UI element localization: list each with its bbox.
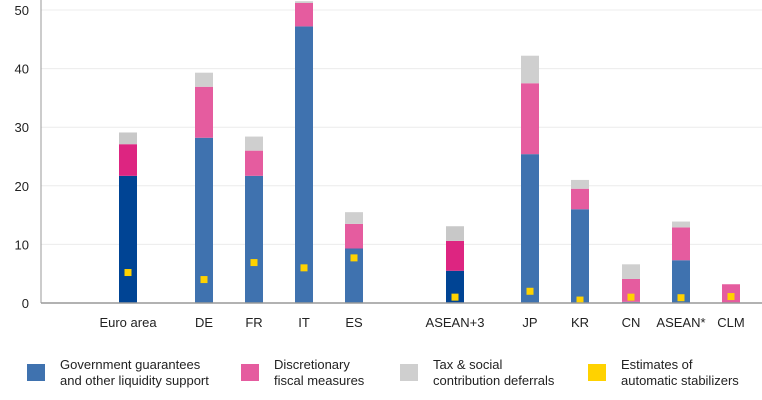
stabilizer-marker	[200, 276, 208, 284]
bar-segment-deferrals	[295, 1, 313, 3]
x-tick-label: Euro area	[99, 315, 157, 330]
bar-segment-guarantees	[195, 137, 213, 303]
y-tick-label: 30	[15, 120, 29, 135]
y-tick-label: 50	[15, 3, 29, 18]
bar-segment-deferrals	[521, 55, 539, 84]
x-tick-label: ASEAN*	[656, 315, 705, 330]
bar-segment-deferrals	[195, 72, 213, 87]
bar-segment-deferrals	[446, 226, 464, 241]
bar-segment-guarantees	[119, 175, 137, 303]
y-axis-ticks: 0 10 20 30 40 50	[15, 3, 29, 311]
bar-segment-guarantees	[345, 248, 363, 303]
bar-segment-discretionary	[571, 188, 589, 210]
legend-swatch-discretionary	[241, 364, 259, 381]
x-tick-label: FR	[245, 315, 262, 330]
legend-item-deferrals: Tax & social contribution deferrals	[400, 357, 554, 389]
legend-label-discretionary: Discretionary fiscal measures	[274, 357, 365, 388]
x-tick-label: ASEAN+3	[426, 315, 485, 330]
legend-item-stabilizers: Estimates of automatic stabilizers	[588, 357, 739, 389]
x-axis-ticks: Euro area DE FR IT ES ASEAN+3 JP KR CN ASEAN* CLM	[99, 315, 744, 330]
legend-label-deferrals: Tax & social contribution deferrals	[433, 357, 555, 388]
stabilizer-marker	[526, 287, 534, 295]
x-tick-label: DE	[195, 315, 213, 330]
stabilizer-marker	[576, 296, 584, 304]
stabilizer-marker	[250, 259, 258, 267]
y-tick-label: 40	[15, 62, 29, 77]
bar-segment-discretionary	[345, 223, 363, 249]
y-tick-label: 0	[22, 296, 29, 311]
y-tick-label: 20	[15, 179, 29, 194]
bar-segment-deferrals	[345, 212, 363, 224]
bar-segment-deferrals	[622, 264, 640, 279]
bar-segment-discretionary	[672, 227, 690, 261]
bar-segment-guarantees	[672, 260, 690, 303]
bars	[119, 1, 740, 304]
gridlines	[41, 9, 762, 245]
legend-label-stabilizers: Estimates of automatic stabilizers	[621, 357, 739, 388]
bar-segment-discretionary	[119, 144, 137, 176]
bar-segment-discretionary	[295, 2, 313, 27]
bar-segment-discretionary	[245, 150, 263, 176]
stabilizer-marker	[677, 294, 685, 302]
legend-item-discretionary: Discretionary fiscal measures	[241, 357, 364, 389]
legend-swatch-guarantees	[27, 364, 45, 381]
x-tick-label: CN	[622, 315, 641, 330]
bar-segment-guarantees	[571, 209, 589, 303]
stacked-bar-chart: 0 10 20 30 40 50 Euro area DE FR IT ES ASEAN+3 JP KR…	[15, 0, 762, 330]
legend-item-guarantees: Government guarantees and other liquidit…	[27, 357, 209, 389]
bar-segment-guarantees	[446, 270, 464, 303]
x-tick-label: CLM	[717, 315, 744, 330]
bar-segment-deferrals	[571, 179, 589, 189]
bar-segment-guarantees	[295, 26, 313, 304]
stabilizer-marker	[350, 254, 358, 262]
bar-segment-guarantees	[245, 175, 263, 303]
bar-segment-discretionary	[446, 240, 464, 271]
stabilizer-marker	[300, 264, 308, 272]
y-tick-label: 10	[15, 237, 29, 252]
bar-segment-discretionary	[195, 86, 213, 138]
x-tick-label: JP	[522, 315, 537, 330]
bar-segment-discretionary	[521, 83, 539, 155]
bar-segment-deferrals	[672, 221, 690, 228]
x-tick-label: ES	[345, 315, 363, 330]
bar-segment-deferrals	[245, 136, 263, 151]
legend-swatch-deferrals	[400, 364, 418, 381]
x-tick-label: KR	[571, 315, 589, 330]
stabilizer-markers	[124, 254, 735, 304]
bar-segment-deferrals	[119, 132, 137, 145]
stabilizer-marker	[124, 269, 132, 277]
legend-swatch-stabilizers	[588, 364, 606, 381]
stabilizer-marker	[451, 293, 459, 301]
legend: Government guarantees and other liquidit…	[0, 357, 762, 397]
legend-label-guarantees: Government guarantees and other liquidit…	[60, 357, 209, 388]
stabilizer-marker	[727, 293, 735, 301]
stabilizer-marker	[627, 293, 635, 301]
bar-segment-guarantees	[521, 154, 539, 303]
x-tick-label: IT	[298, 315, 310, 330]
bar-segment-discretionary	[622, 278, 640, 302]
